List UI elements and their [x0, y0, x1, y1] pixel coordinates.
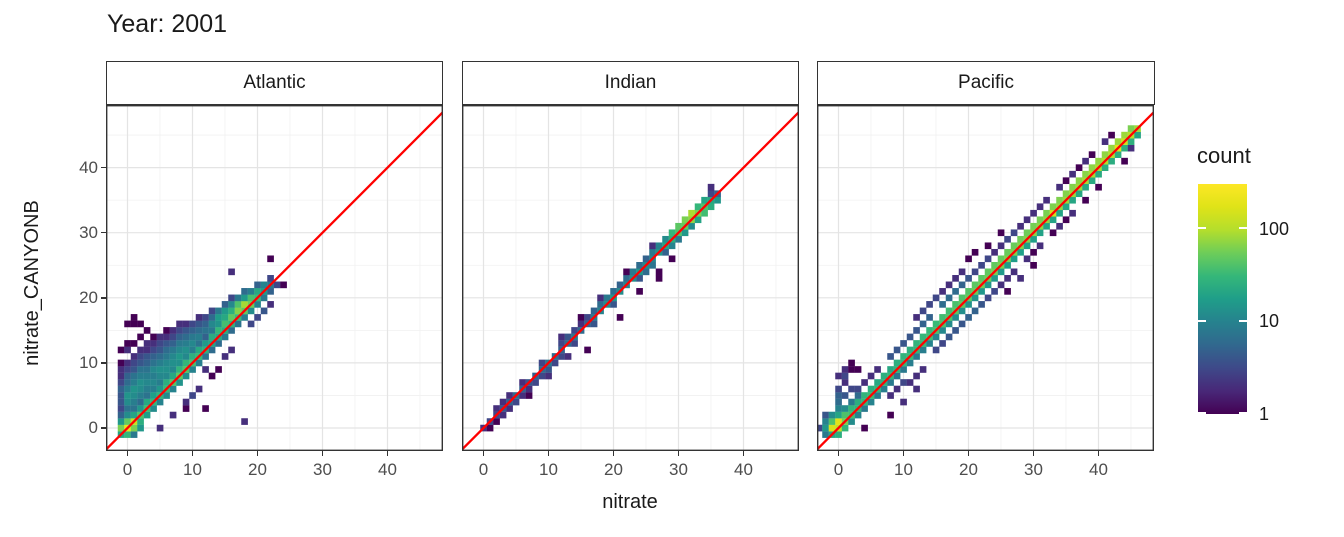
y-tick-mark: [101, 231, 106, 234]
y-tick-mark: [101, 427, 106, 429]
identity-line: [817, 110, 1154, 451]
legend-tick-mark: [1239, 320, 1247, 323]
y-tick-mark: [101, 362, 106, 364]
facet-strip-indian: Indian: [462, 61, 799, 105]
legend-tick-mark: [1198, 227, 1206, 230]
facet-plot-indian: [462, 105, 799, 451]
x-tick-mark: [386, 451, 389, 456]
x-tick-label: 40: [734, 460, 753, 479]
x-tick-label: 30: [313, 460, 332, 479]
x-tick-label: 40: [378, 460, 397, 479]
x-tick-mark: [1097, 451, 1100, 456]
x-tick-label: 20: [604, 460, 623, 479]
facet-plot-atlantic: [106, 105, 443, 451]
x-tick-mark: [837, 451, 840, 456]
facet-strip-atlantic: Atlantic: [106, 61, 443, 105]
legend-tick-mark: [1198, 320, 1206, 323]
x-tick-label: 10: [183, 460, 202, 479]
identity-line: [462, 110, 799, 451]
bin2d-layer: [480, 183, 721, 432]
legend-title: count: [1197, 143, 1251, 168]
panel-border: [817, 105, 1154, 451]
x-tick-mark: [677, 451, 680, 456]
x-tick-label: 0: [833, 460, 844, 479]
facet-plot-pacific: [817, 105, 1154, 451]
y-tick-mark: [101, 297, 106, 299]
x-tick-label: 20: [959, 460, 978, 479]
facet-panel-atlantic: [106, 105, 443, 451]
y-tick-mark: [101, 166, 106, 169]
grid-major: [817, 105, 1154, 451]
x-tick-mark: [256, 451, 259, 456]
figure-title: Year: 2001: [107, 10, 228, 38]
x-tick-label: 10: [539, 460, 558, 479]
bin2d-layer: [117, 255, 287, 438]
legend-tick-label-10: 10: [1259, 311, 1280, 331]
x-tick-mark: [742, 451, 745, 456]
grid-major: [462, 105, 799, 451]
legend-tick-mark: [1198, 412, 1206, 414]
y-tick-label: 40: [79, 157, 98, 177]
x-tick-mark: [612, 451, 615, 456]
legend-tick-mark: [1239, 412, 1247, 414]
x-tick-label: 30: [669, 460, 688, 479]
x-tick-label: 0: [122, 460, 133, 479]
x-tick-mark: [902, 451, 905, 456]
y-tick-label: 10: [79, 352, 98, 372]
x-tick-mark: [126, 451, 129, 456]
x-tick-mark: [967, 451, 970, 456]
x-tick-label: 40: [1089, 460, 1108, 479]
y-tick-label: 0: [88, 418, 98, 437]
x-tick-label: 30: [1024, 460, 1043, 479]
facet-panel-indian: [462, 105, 799, 451]
x-tick-mark: [482, 451, 485, 456]
x-tick-mark: [191, 451, 194, 456]
x-tick-mark: [321, 451, 324, 456]
identity-line: [106, 110, 443, 451]
x-tick-label: 10: [894, 460, 913, 479]
legend-colorbar: [1198, 184, 1247, 414]
legend-tick-label-100: 100: [1259, 219, 1290, 239]
facet-strip-pacific: Pacific: [817, 61, 1155, 105]
x-tick-label: 20: [248, 460, 267, 479]
legend-tick-mark: [1239, 227, 1247, 230]
y-axis-title: nitrate_CANYONB: [21, 200, 43, 366]
x-tick-mark: [1032, 451, 1035, 456]
legend-tick-label-1: 1: [1259, 404, 1270, 424]
grid-minor: [817, 105, 1154, 451]
panel-border: [462, 105, 799, 451]
panel-border: [106, 105, 443, 451]
x-tick-mark: [547, 451, 550, 456]
facet-panel-pacific: [817, 105, 1154, 451]
y-tick-label: 30: [79, 222, 98, 242]
y-tick-label: 20: [79, 287, 98, 307]
grid-major: [106, 105, 443, 451]
x-axis-title: nitrate: [602, 491, 658, 513]
x-tick-label: 0: [478, 460, 489, 479]
